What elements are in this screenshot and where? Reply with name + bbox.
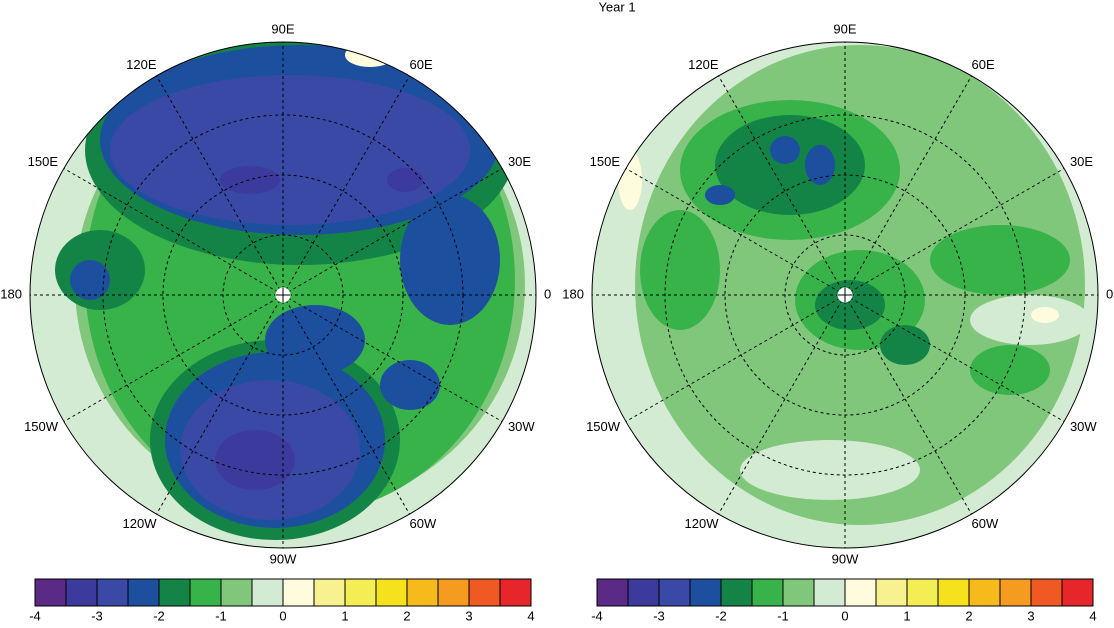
map-border [29,41,537,549]
longitude-label: 180 [562,286,584,301]
longitude-label: 120W [685,516,720,531]
colorbar-tick-label: 1 [903,608,910,623]
colorbar-tick-label: -3 [653,608,665,623]
colorbar-box [689,578,722,607]
colorbar-box [468,578,501,607]
meridian [844,75,972,296]
colorbar-box [658,578,691,607]
colorbar-box [65,578,98,607]
colorbar-box [499,578,532,607]
longitude-label: 60W [410,516,437,531]
meridian [625,294,846,422]
longitude-label: 120E [126,57,157,72]
meridian [156,75,284,296]
meridian [156,294,284,515]
longitude-label: 90W [270,551,297,566]
longitude-label: 30E [508,154,531,169]
longitude-label: 90E [833,21,856,36]
colorbar-box [751,578,784,607]
figure-title: Year 1 [598,0,635,14]
meridian [718,294,846,515]
colorbar-box [782,578,815,607]
longitude-label: 30E [1070,154,1093,169]
longitude-label: 150W [24,419,59,434]
colorbar-box [1030,578,1063,607]
colorbar-tick-label: 2 [965,608,972,623]
colorbar-box [720,578,753,607]
colorbar-box [313,578,346,607]
meridian [282,75,410,296]
colorbar-box [968,578,1001,607]
meridian [282,168,503,296]
colorbar-box [596,578,629,607]
colorbar-box [406,578,439,607]
colorbar-box [344,578,377,607]
meridian [63,168,284,296]
colorbar-tick-label: 4 [1089,608,1096,623]
colorbar-tick-label: -2 [153,608,165,623]
colorbar-box [937,578,970,607]
colorbar-box [34,578,67,607]
meridian [282,294,503,422]
longitude-label: 0 [544,286,551,301]
meridian [625,168,846,296]
colorbar-box [437,578,470,607]
colorbar-tick-label: 0 [841,608,848,623]
longitude-label: 30W [508,419,535,434]
colorbar-box [813,578,846,607]
colorbar-box [251,578,284,607]
colorbar-tick-label: -1 [215,608,227,623]
meridian [844,168,1065,296]
colorbar-tick-label: -4 [591,608,603,623]
colorbar-box [1061,578,1094,607]
longitude-label: 120E [688,57,719,72]
longitude-label: 60E [410,57,433,72]
colorbar-box [158,578,191,607]
colorbar-box [906,578,939,607]
left-map-field [30,42,536,548]
colorbar-box [127,578,160,607]
colorbar-box [96,578,129,607]
longitude-label: 150W [586,419,621,434]
colorbar-box [189,578,222,607]
colorbar-tick-label: 3 [465,608,472,623]
colorbar-tick-label: 2 [403,608,410,623]
longitude-label: 30W [1070,419,1097,434]
meridian [844,294,1065,422]
colorbar-tick-label: 4 [527,608,534,623]
longitude-label: 90E [271,21,294,36]
colorbar-tick-label: -3 [91,608,103,623]
map-border [591,41,1099,549]
longitude-label: 150E [28,154,59,169]
colorbar-tick-label: -1 [777,608,789,623]
colorbar-tick-label: 0 [279,608,286,623]
longitude-label: 180 [0,286,22,301]
colorbar-box [627,578,660,607]
colorbar-box [220,578,253,607]
colorbar-tick-label: 3 [1027,608,1034,623]
colorbar-box [875,578,908,607]
colorbar-tick-label: 1 [341,608,348,623]
meridian [718,75,846,296]
longitude-label: 60W [972,516,999,531]
longitude-label: 150E [590,154,621,169]
meridian [282,294,410,515]
longitude-label: 90W [832,551,859,566]
colorbar-tick-label: -4 [29,608,41,623]
longitude-label: 0 [1106,286,1113,301]
longitude-label: 120W [123,516,158,531]
colorbar-box [844,578,877,607]
colorbar-tick-label: -2 [715,608,727,623]
colorbar-box [999,578,1032,607]
meridian [63,294,284,422]
meridian [844,294,972,515]
colorbar-box [375,578,408,607]
longitude-label: 60E [972,57,995,72]
colorbar-box [282,578,315,607]
